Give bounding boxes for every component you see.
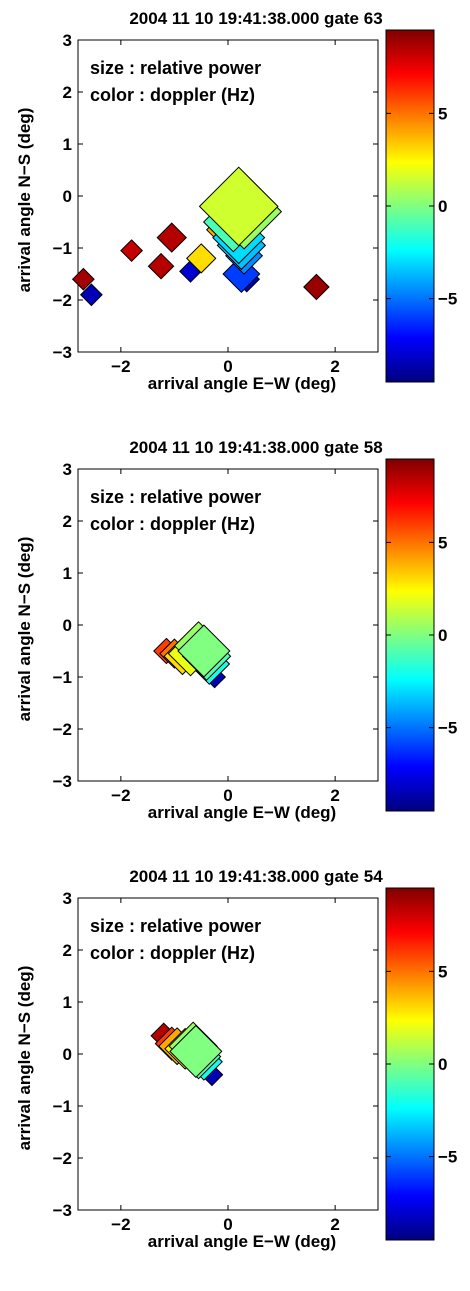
x-tick-label: 0 [223,786,232,805]
data-point [186,243,217,274]
y-tick-label: −1 [53,239,72,258]
y-tick-label: −1 [53,668,72,687]
y-tick-label: −3 [53,343,72,362]
x-axis-label: arrival angle E−W (deg) [148,1232,336,1251]
x-tick-label: −2 [111,357,130,376]
y-tick-label: −2 [53,291,72,310]
colorbar-tick-label: −5 [438,290,457,309]
y-tick-label: 0 [63,616,72,635]
annotation-2: color : doppler (Hz) [90,85,255,105]
colorbar-tick-label: −5 [438,1148,457,1167]
x-tick-label: 2 [330,786,339,805]
colorbar-tick-label: 0 [438,1055,447,1074]
colorbar-tick-label: 5 [438,533,447,552]
y-tick-label: −2 [53,720,72,739]
y-axis-label: arrival angle N−S (deg) [15,537,34,722]
x-tick-label: −2 [111,1215,130,1234]
data-point [177,624,231,678]
data-point [156,222,187,253]
colorbar-tick-label: 5 [438,104,447,123]
data-point [169,1024,223,1079]
chart-title: 2004 11 10 19:41:38.000 gate 58 [129,438,382,457]
data-point [79,283,103,307]
annotation-1: size : relative power [90,58,261,78]
y-tick-label: 1 [63,993,72,1012]
y-tick-label: 1 [63,135,72,154]
y-tick-label: −2 [53,1149,72,1168]
colorbar-tick-label: 0 [438,197,447,216]
y-tick-label: 3 [63,31,72,50]
y-tick-label: 3 [63,889,72,908]
data-point [120,239,143,263]
y-tick-label: 2 [63,941,72,960]
x-tick-label: 2 [330,357,339,376]
y-tick-label: 2 [63,83,72,102]
chart-panel-2: 2004 11 10 19:41:38.000 gate 58 −2 0 2 3 2 1 0 −… [15,438,457,822]
chart-title: 2004 11 10 19:41:38.000 gate 63 [129,9,382,28]
data-point [147,252,175,280]
y-tick-label: −1 [53,1097,72,1116]
colorbar-tick-label: −5 [438,719,457,738]
chart-panel-1: 2004 11 10 19:41:38.000 gate 63 −2 0 2 3 2 1 0 −… [15,9,457,393]
colorbar [385,29,435,383]
y-tick-label: 0 [63,1045,72,1064]
colorbar [385,887,435,1241]
y-tick-label: −3 [53,1201,72,1220]
colorbar-tick-label: 0 [438,626,447,645]
y-tick-label: 2 [63,512,72,531]
data-point [198,166,279,247]
annotation-1: size : relative power [90,916,261,936]
x-tick-label: −2 [111,786,130,805]
x-axis-label: arrival angle E−W (deg) [148,803,336,822]
x-tick-label: 2 [330,1215,339,1234]
chart-panel-3: 2004 11 10 19:41:38.000 gate 54 −2 0 2 3 2 1 0 −… [15,867,457,1251]
chart-title: 2004 11 10 19:41:38.000 gate 54 [129,867,383,886]
y-axis-label: arrival angle N−S (deg) [15,108,34,293]
annotation-1: size : relative power [90,487,261,507]
annotation-2: color : doppler (Hz) [90,943,255,963]
x-tick-label: 0 [223,1215,232,1234]
data-point [71,267,95,291]
x-tick-label: 0 [223,357,232,376]
data-point [222,254,261,294]
colorbar-tick-label: 5 [438,962,447,981]
y-tick-label: 0 [63,187,72,206]
y-axis-label: arrival angle N−S (deg) [15,966,34,1151]
data-point [303,273,330,301]
colorbar [385,458,435,812]
x-axis-label: arrival angle E−W (deg) [148,374,336,393]
annotation-2: color : doppler (Hz) [90,514,255,534]
y-tick-label: −3 [53,772,72,791]
y-tick-label: 3 [63,460,72,479]
y-tick-label: 1 [63,564,72,583]
